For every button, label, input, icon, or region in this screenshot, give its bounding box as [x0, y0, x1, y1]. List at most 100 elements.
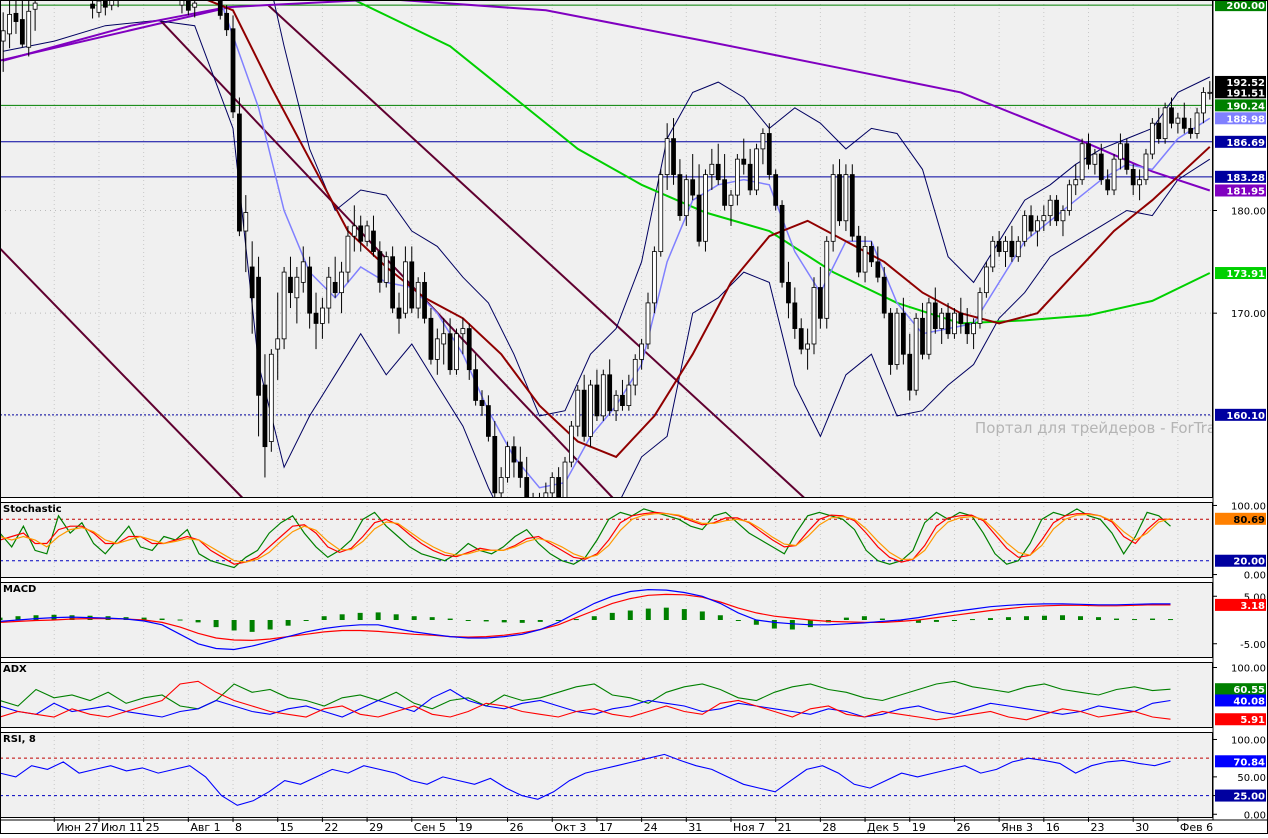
candle-body-bear [875, 261, 881, 278]
stochastic-line-0 [0, 508, 1171, 569]
macd-signal-line [0, 593, 1171, 642]
candle-body-bear [779, 204, 785, 283]
candle-body-bull [703, 174, 708, 242]
candle [492, 420, 498, 498]
candle [7, 0, 12, 49]
rsi-axis-label: 0.00 [1244, 810, 1266, 821]
date-tick-label: Окт 3 [554, 821, 586, 834]
price-badge-background [1215, 75, 1266, 88]
candle [703, 169, 708, 252]
macd-histogram-bar [717, 615, 723, 620]
candle [396, 292, 402, 334]
candle [549, 472, 555, 498]
macd-histogram-bar [159, 618, 165, 620]
price-badge-label: 200.00 [1226, 1, 1265, 12]
candle [562, 456, 568, 498]
candle [639, 338, 644, 370]
main-price-badge: 192.52 [1215, 75, 1266, 89]
candle-body-bear [900, 312, 906, 355]
price-badge-background [1215, 789, 1266, 802]
candle [1066, 179, 1072, 216]
candle [715, 143, 721, 185]
candle [1124, 138, 1130, 175]
candle [683, 174, 689, 226]
candle-body-bear [766, 133, 772, 175]
candle-body-bull [913, 317, 919, 391]
candle-body-bull [830, 174, 836, 242]
macd-histogram-bar [951, 620, 957, 621]
macd-histogram-bar [861, 616, 867, 620]
candle [1003, 236, 1008, 267]
candle [926, 297, 932, 360]
candle [441, 318, 447, 365]
price-badge-label: 186.69 [1226, 138, 1265, 149]
candle [415, 277, 421, 319]
price-badge-label: 25.00 [1233, 792, 1265, 803]
price-badge-label: 160.10 [1226, 411, 1265, 422]
candle [677, 159, 683, 221]
adx-title: ADX [3, 664, 27, 675]
price-badge-background [1215, 135, 1266, 148]
candle [952, 308, 957, 339]
candle-body-bear [607, 374, 613, 412]
candle [728, 189, 734, 226]
main-axis-label: 170.00 [1231, 309, 1266, 320]
candle [581, 374, 587, 442]
macd-histogram-bar [933, 620, 939, 622]
rsi-price-badge: 70.84 [1215, 755, 1266, 768]
candle [811, 277, 817, 355]
candle [766, 123, 772, 180]
candle-body-bull [454, 333, 459, 371]
candle [817, 266, 823, 329]
candle-body-bear [1188, 127, 1194, 134]
date-tick-label: 16 [1046, 821, 1060, 834]
candle-body-bear [307, 266, 313, 314]
candle-body-bear [856, 235, 862, 273]
candle [786, 261, 791, 319]
stochastic-title: Stochastic [3, 504, 62, 515]
date-tick-label: 31 [688, 821, 702, 834]
candle-body-bull [32, 2, 38, 10]
date-tick-label: 21 [778, 821, 792, 834]
candle [932, 287, 938, 334]
candle-body-bear [517, 461, 523, 478]
candle [888, 308, 893, 375]
price-badge-label: 70.84 [1233, 757, 1265, 768]
candle-body-bear [102, 0, 108, 8]
price-badge-label: 190.24 [1226, 101, 1265, 112]
candle [594, 369, 600, 421]
candle [875, 246, 881, 283]
candle-body-bull [326, 276, 332, 309]
candle [1079, 138, 1085, 185]
candle-body-bear [594, 384, 600, 417]
rsi-axis-label: 50.00 [1237, 773, 1266, 784]
rsi-title: RSI, 8 [3, 734, 36, 745]
candle [1175, 112, 1181, 134]
macd-histogram-bar [537, 620, 543, 622]
candle-body-bull [26, 10, 32, 48]
candle [96, 0, 102, 18]
candle [0, 12, 6, 72]
candle-body-bull [415, 281, 421, 309]
candle [620, 379, 625, 411]
candle [1022, 210, 1028, 247]
candle-body-bear [428, 317, 434, 360]
date-tick-label: 26 [510, 821, 524, 834]
macd-histogram-bar [1078, 616, 1084, 620]
macd-histogram-bar [735, 620, 741, 621]
candle-body-bull [179, 0, 185, 6]
candle-body-bear [945, 312, 951, 335]
adx-price-badge: 60.55 [1215, 683, 1266, 696]
candle-body-bull [658, 174, 664, 252]
candle [658, 169, 664, 257]
candle-body-bull [1060, 210, 1066, 222]
candle [237, 97, 242, 237]
date-tick-label: 19 [912, 821, 926, 834]
candle-body-bull [1022, 215, 1028, 242]
macd-histogram-bar [789, 620, 795, 630]
candle-body-bear [90, 3, 95, 9]
candle [1054, 195, 1059, 226]
candle [696, 164, 702, 247]
macd-histogram-bar [1041, 615, 1047, 620]
